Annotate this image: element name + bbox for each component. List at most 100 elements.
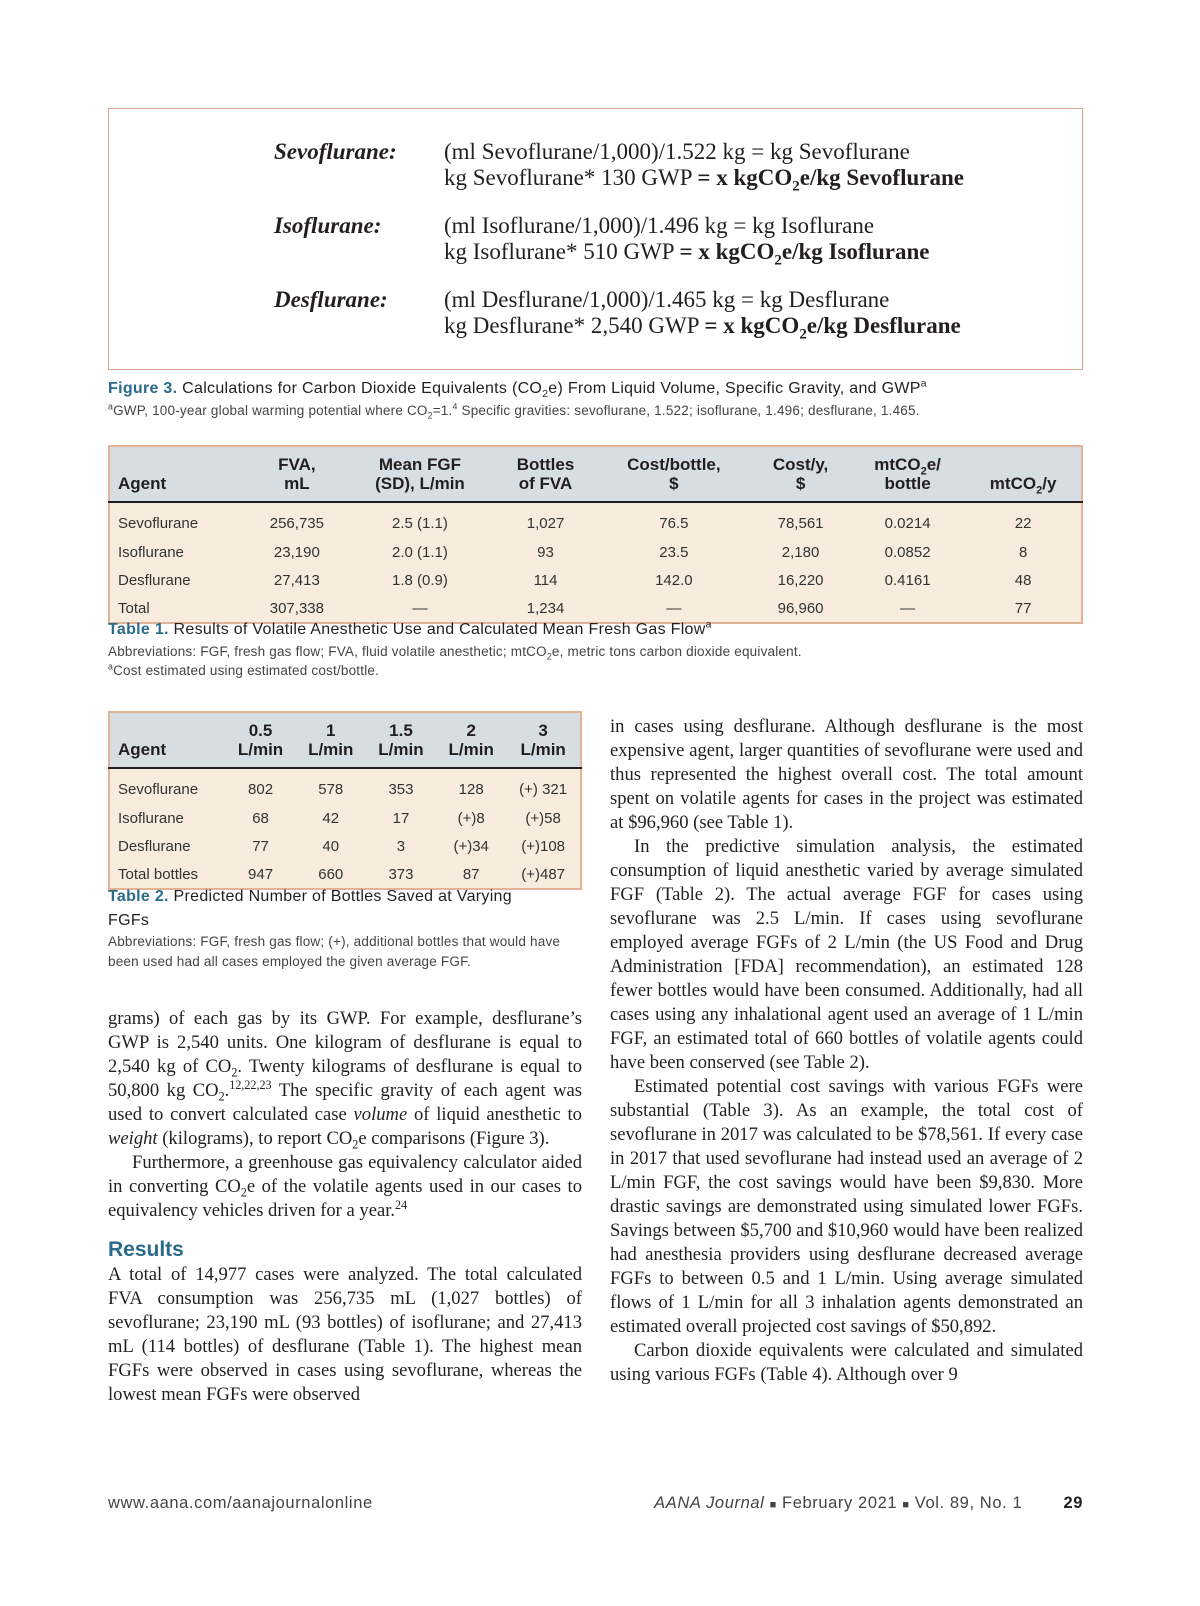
- table-cell: 42: [322, 809, 340, 827]
- text-segment: e, metric tons carbon dioxide equivalent…: [551, 644, 802, 659]
- paragraph: In the predictive simulation analysis, t…: [610, 835, 1083, 1075]
- text-segment: 12,22,23: [229, 1077, 272, 1092]
- paragraph: Estimated potential cost savings with va…: [610, 1075, 1083, 1339]
- text-segment: Carbon dioxide equivalents were calculat…: [610, 1340, 1083, 1385]
- table-row: Desflurane 77 40 3 (+)34 (+)108: [109, 832, 581, 860]
- text-segment: 2: [218, 1089, 225, 1104]
- text-segment: Furthermore, a greenhouse gas equivalenc…: [108, 1152, 582, 1197]
- figure-3-caption: Figure 3. Calculations for Carbon Dioxid…: [108, 378, 1098, 401]
- row-label: Sevoflurane: [118, 515, 199, 532]
- text-segment: =1.: [432, 403, 453, 418]
- row-label: Sevoflurane: [118, 781, 199, 798]
- table-cell: 256,735: [269, 515, 324, 532]
- row-label: Isoflurane: [118, 809, 184, 827]
- text-segment: FVA,: [278, 455, 316, 474]
- text-segment: = x kgCO: [704, 313, 800, 338]
- table-row: Total bottles 947 660 373 87 (+)487: [109, 860, 581, 889]
- table-cell: (+)487: [521, 865, 566, 883]
- text-segment: in cases using desflurane. Although desf…: [610, 716, 1083, 833]
- table-cell: 2.0 (1.1): [392, 543, 448, 561]
- text-segment: 2: [352, 1137, 359, 1152]
- text-segment: (SD), L/min: [375, 474, 465, 493]
- text-segment: 0.5: [248, 721, 273, 740]
- text-segment: 2: [542, 389, 549, 401]
- table-cell: (+)58: [525, 809, 561, 827]
- text-segment: (ml Sevoflurane/1,000)/1.522 kg = kg Sev…: [444, 139, 910, 164]
- text-segment: The specific gravity of each agent was u…: [108, 1080, 582, 1125]
- table-cell: 27,413: [273, 571, 320, 589]
- formula-line: kg Desflurane* 2,540 GWP = x kgCO2e/kg D…: [444, 313, 961, 342]
- text-segment: bottle: [884, 474, 931, 493]
- text-segment: Cost/bottle,: [627, 455, 721, 474]
- journal-url[interactable]: www.aana.com/aanajournalonline: [108, 1494, 373, 1512]
- agent-name: Sevoflurane:: [274, 139, 397, 164]
- table-cell: 68: [252, 809, 269, 827]
- column-header: Cost/y, $: [751, 446, 850, 503]
- table-cell: —: [666, 599, 682, 617]
- figure-3-box: Sevoflurane: (ml Sevoflurane/1,000)/1.522…: [108, 108, 1083, 370]
- table-cell: 353: [388, 781, 414, 798]
- text-segment: 24: [395, 1197, 408, 1212]
- text-segment: L/min: [448, 740, 494, 759]
- text-segment: 2: [546, 651, 552, 662]
- column-header: 3 L/min: [506, 712, 581, 769]
- text-segment: 2: [799, 326, 807, 343]
- text-segment: L/min: [308, 740, 354, 759]
- table-1-note: Abbreviations: FGF, fresh gas flow; FVA,…: [108, 644, 802, 662]
- row-label: Desflurane: [118, 837, 191, 855]
- text-segment: In the predictive simulation analysis, t…: [610, 836, 1083, 1073]
- table-1-caption: Table 1. Results of Volatile Anesthetic …: [108, 620, 712, 639]
- table-2-caption: Table 2. Predicted Number of Bottles Sav…: [108, 885, 548, 933]
- text-segment: 2: [231, 1065, 238, 1080]
- text-segment: Estimated potential cost savings with va…: [610, 1076, 1083, 1337]
- table-cell: 802: [248, 781, 274, 798]
- text-segment: e of the volatile agents used in our cas…: [108, 1176, 582, 1221]
- table-cell: —: [900, 599, 916, 617]
- text-segment: (ml Isoflurane/1,000)/1.496 kg = kg Isof…: [444, 213, 875, 238]
- text-segment: Agent: [118, 474, 167, 493]
- table-cell: 93: [537, 543, 554, 561]
- table-cell: (+) 321: [519, 781, 568, 798]
- text-segment: = x kgCO: [679, 239, 775, 264]
- text-segment: (ml Desflurane/1,000)/1.465 kg = kg Desf…: [444, 287, 890, 312]
- table-cell: 0.0852: [884, 543, 931, 561]
- table-cell: 3: [396, 837, 406, 855]
- column-header: Agent: [109, 712, 226, 769]
- text-segment: GWP, 100-year global warming potential w…: [113, 403, 428, 418]
- column-header: 0.5 L/min: [225, 712, 296, 769]
- text-segment: Specific gravities: sevoflurane, 1.522; …: [457, 403, 920, 418]
- text-segment: 1.5: [389, 721, 413, 740]
- text-segment: Abbreviations: FGF, fresh gas flow; FVA,…: [108, 644, 547, 659]
- left-column: grams) of each gas by its GWP. For examp…: [108, 1007, 582, 1407]
- table-cell: 142.0: [655, 571, 693, 589]
- text-segment: Cost/y,: [772, 455, 829, 474]
- table-cell: 87: [462, 865, 480, 883]
- page-footer: www.aana.com/aanajournalonline AANA Jour…: [108, 1494, 1083, 1513]
- table-row: Isoflurane 23,190 2.0 (1.1) 93 23.5 2,180 0.08…: [109, 538, 1082, 566]
- column-header: Bottles of FVA: [494, 446, 597, 503]
- text-segment: a: [920, 378, 927, 390]
- text-segment: weight: [108, 1128, 158, 1149]
- row-label: Total: [118, 599, 150, 617]
- text-segment: Cost estimated using estimated cost/bott…: [113, 663, 380, 678]
- text-segment: L/min: [520, 740, 566, 759]
- formula-line: (ml Desflurane/1,000)/1.465 kg = kg Desf…: [444, 287, 889, 313]
- text-segment: (kilograms), to report CO: [157, 1128, 353, 1149]
- text-segment: $: [795, 474, 806, 493]
- formula-line: kg Isoflurane* 510 GWP = x kgCO2e/kg Iso…: [444, 239, 929, 268]
- text-segment: mtCO: [874, 455, 921, 474]
- figure-3-note: aGWP, 100-year global warming potential …: [108, 402, 1098, 421]
- text-segment: e comparisons (Figure 3).: [358, 1128, 550, 1149]
- paragraph: in cases using desflurane. Although desf…: [610, 715, 1083, 835]
- table-label: Table 1.: [108, 621, 169, 638]
- column-header: 1.5 L/min: [365, 712, 437, 769]
- table-cell: 307,338: [269, 599, 324, 617]
- table-cell: 96,960: [777, 599, 824, 617]
- text-segment: 2: [466, 721, 476, 740]
- table-cell: 0.0214: [884, 515, 931, 532]
- text-segment: 2: [774, 252, 782, 269]
- text-segment: 2: [427, 410, 433, 421]
- text-segment: e) From Liquid Volume, Specific Gravity,…: [548, 380, 921, 397]
- table-cell: 76.5: [659, 515, 689, 532]
- text-segment: kg Isoflurane* 510 GWP: [444, 239, 680, 264]
